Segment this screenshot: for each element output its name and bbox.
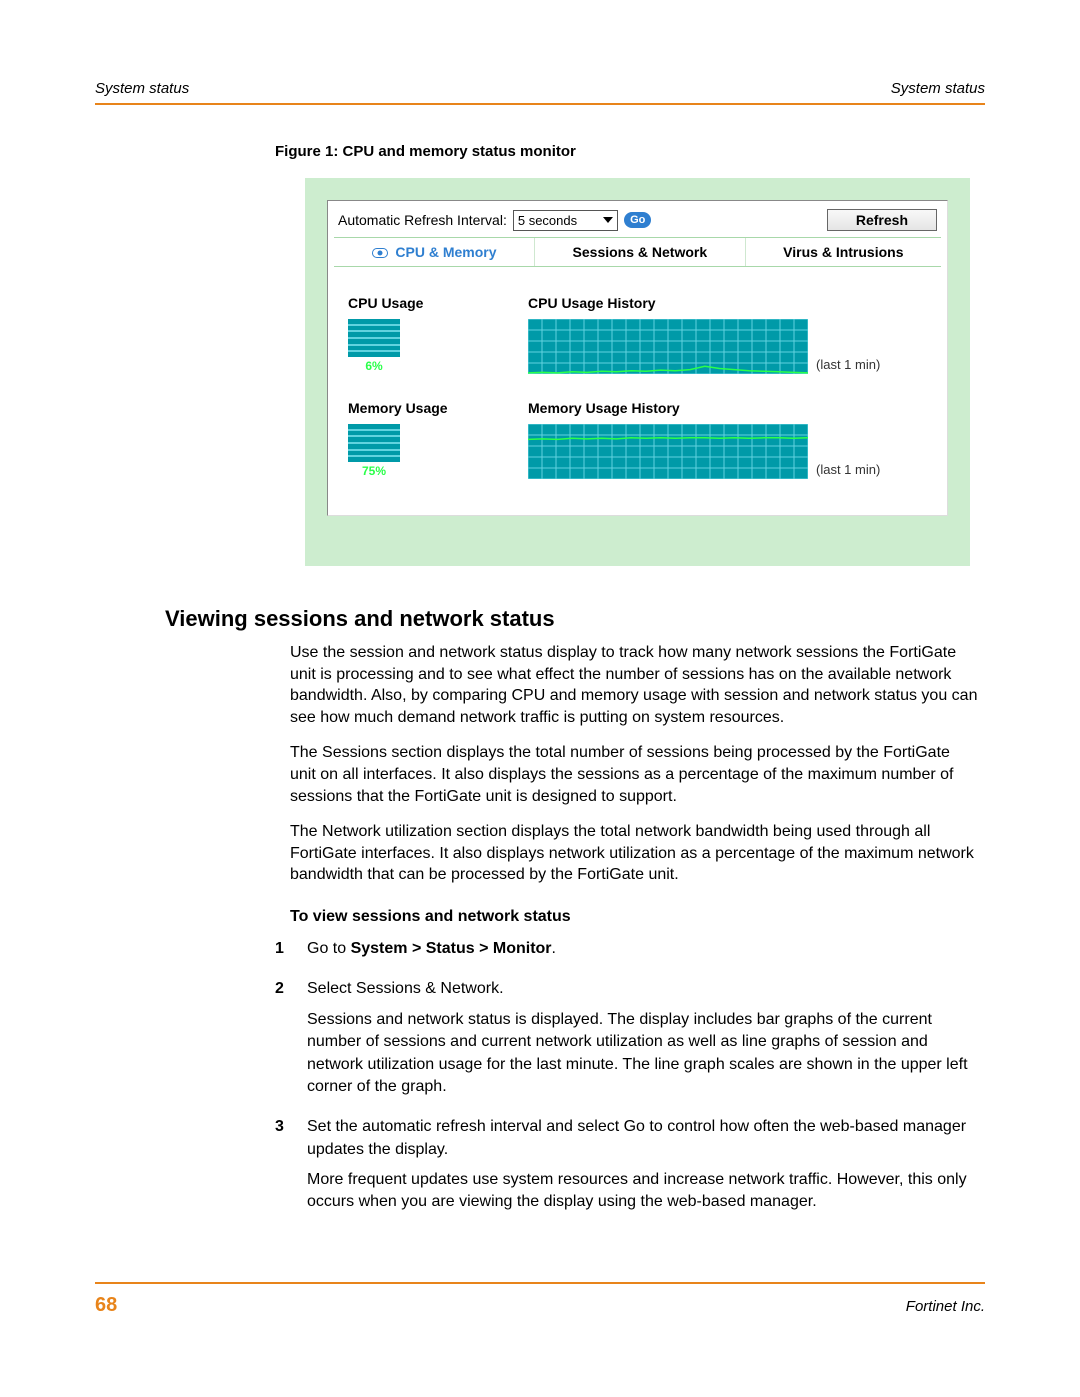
chevron-down-icon	[603, 217, 613, 223]
page-header: System status System status	[95, 80, 985, 105]
header-right: System status	[891, 80, 985, 97]
step-line: Go to System > Status > Monitor.	[307, 938, 985, 960]
step-body: Set the automatic refresh interval and s…	[307, 1116, 985, 1222]
eye-icon	[372, 248, 388, 258]
dropdown-value: 5 seconds	[518, 213, 577, 228]
header-left: System status	[95, 80, 189, 97]
cpu-usage-value: 6%	[348, 359, 400, 373]
memory-usage-row: Memory Usage 75% Memory Usage History (l…	[348, 400, 927, 479]
tab-cpu-memory[interactable]: CPU & Memory	[334, 238, 535, 266]
paragraph-3: The Network utilization section displays…	[290, 821, 980, 886]
memory-usage-value: 75%	[348, 464, 400, 478]
tab-cpu-memory-label: CPU & Memory	[395, 244, 496, 260]
monitor-toolbar: Automatic Refresh Interval: 5 seconds Go…	[328, 201, 947, 237]
refresh-interval-label: Automatic Refresh Interval:	[338, 212, 507, 228]
step-line: Set the automatic refresh interval and s…	[307, 1116, 985, 1161]
tab-virus-intrusions[interactable]: Virus & Intrusions	[746, 238, 941, 266]
cpu-usage-title: CPU Usage	[348, 295, 488, 311]
page-number: 68	[95, 1294, 117, 1317]
step: 1 Go to System > Status > Monitor.	[275, 938, 985, 968]
step-body: Select Sessions & Network. Sessions and n…	[307, 978, 985, 1106]
section-heading: Viewing sessions and network status	[165, 606, 985, 632]
paragraph-2: The Sessions section displays the total …	[290, 742, 980, 807]
go-button[interactable]: Go	[624, 212, 651, 228]
step-line: Sessions and network status is displayed…	[307, 1009, 985, 1099]
page-footer: 68 Fortinet Inc.	[95, 1282, 985, 1317]
figure-caption: Figure 1: CPU and memory status monitor	[275, 143, 985, 160]
cpu-history-range: (last 1 min)	[816, 357, 880, 374]
cpu-usage-row: CPU Usage 6% CPU Usage History (last 1 m…	[348, 295, 927, 374]
cpu-history-chart	[528, 319, 808, 374]
step: 2 Select Sessions & Network. Sessions and …	[275, 978, 985, 1106]
section-body: Use the session and network status displ…	[290, 642, 980, 926]
step-number: 1	[275, 938, 291, 968]
step: 3 Set the automatic refresh interval and …	[275, 1116, 985, 1222]
monitor-tabs: CPU & Memory Sessions & Network Virus & …	[334, 237, 941, 267]
step-body: Go to System > Status > Monitor.	[307, 938, 985, 968]
memory-history-chart	[528, 424, 808, 479]
step-list: 1Go to System > Status > Monitor.2Select…	[275, 938, 985, 1222]
refresh-interval-dropdown[interactable]: 5 seconds	[513, 210, 618, 231]
memory-usage-title: Memory Usage	[348, 400, 488, 416]
memory-history-title: Memory Usage History	[528, 400, 808, 416]
tab-sessions-network[interactable]: Sessions & Network	[535, 238, 746, 266]
paragraph-1: Use the session and network status displ…	[290, 642, 980, 728]
step-number: 3	[275, 1116, 291, 1222]
step-line: More frequent updates use system resourc…	[307, 1169, 985, 1214]
memory-history-range: (last 1 min)	[816, 462, 880, 479]
step-number: 2	[275, 978, 291, 1106]
cpu-gauge	[348, 319, 400, 357]
memory-gauge	[348, 424, 400, 462]
company-name: Fortinet Inc.	[906, 1298, 985, 1315]
monitor-panel: Automatic Refresh Interval: 5 seconds Go…	[305, 178, 970, 566]
subheading: To view sessions and network status	[290, 908, 980, 926]
refresh-button[interactable]: Refresh	[827, 209, 937, 231]
cpu-history-title: CPU Usage History	[528, 295, 808, 311]
step-line: Select Sessions & Network.	[307, 978, 985, 1000]
